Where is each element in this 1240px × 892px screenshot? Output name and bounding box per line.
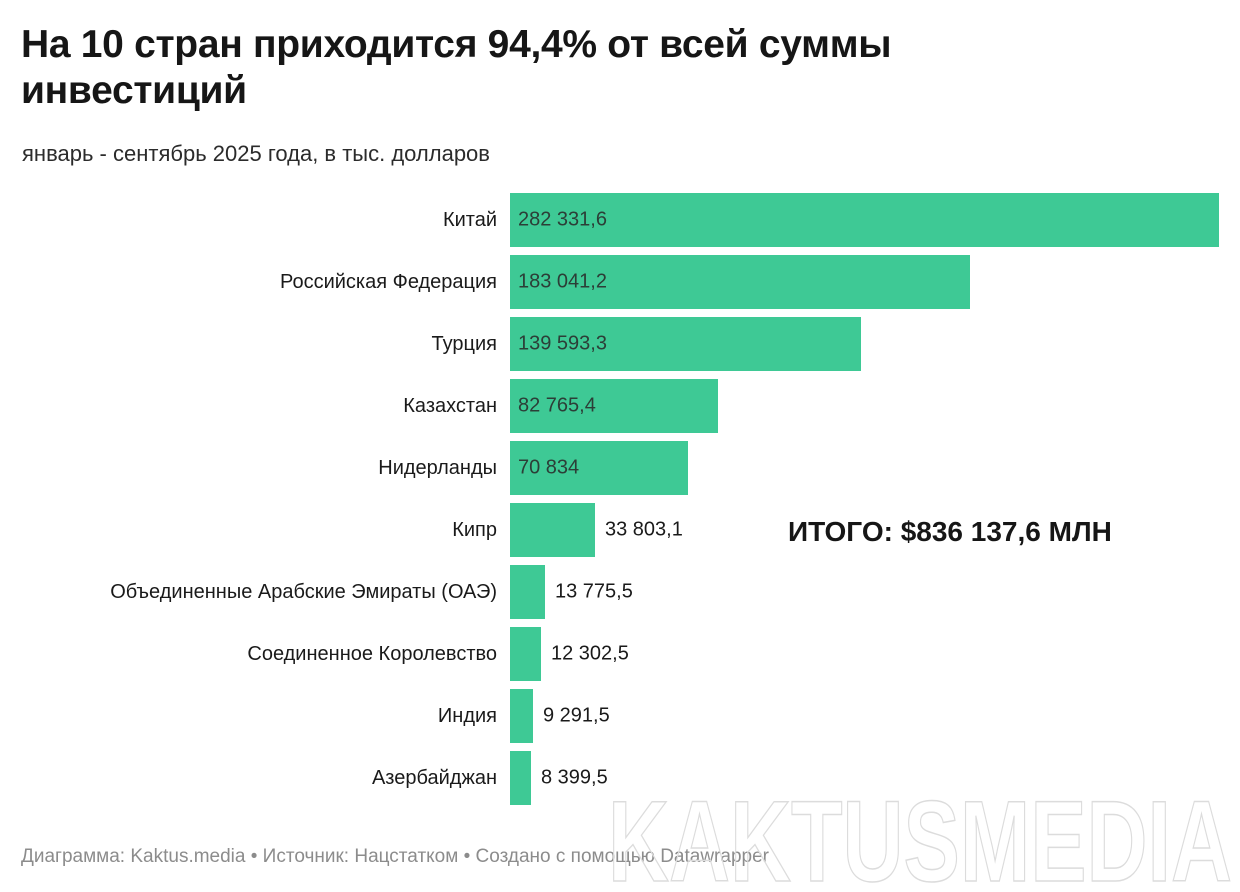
bar-row: Индия 9 291,5 [0,685,1240,747]
bar-row: Нидерланды 70 834 [0,437,1240,499]
category-label: Объединенные Арабские Эмираты (ОАЭ) [110,580,497,603]
value-label: 9 291,5 [543,704,610,727]
bar[interactable] [510,627,541,681]
bar-row: Кипр 33 803,1 [0,499,1240,561]
bar[interactable] [510,193,1219,247]
bar-track: 183 041,2 [510,255,1219,309]
bar-rows: Китай 282 331,6 Российская Федерация 183 04… [0,189,1240,809]
bar-track: 33 803,1 [510,503,1219,557]
value-label: 8 399,5 [541,766,608,789]
bar-row: Российская Федерация 183 041,2 [0,251,1240,313]
total-annotation: ИТОГО: $836 137,6 МЛН [788,516,1112,547]
watermark-text: KAKTUSMEDIA [608,794,1232,888]
category-label: Нидерланды [378,456,497,479]
bar[interactable] [510,379,718,433]
category-label: Российская Федерация [279,270,497,293]
category-label: Китай [442,208,497,231]
value-label: 12 302,5 [551,642,629,665]
value-label: 33 803,1 [605,518,683,541]
bar[interactable] [510,689,533,743]
bar[interactable] [510,317,861,371]
footer-credit: Диаграмма: Kaktus.media • Источник: Нацс… [21,846,769,867]
category-label: Соединенное Королевство [247,642,497,665]
bar[interactable] [510,503,595,557]
bar-track: 82 765,4 [510,379,1219,433]
bar-track: 70 834 [510,441,1219,495]
bar-row: Азербайджан 8 399,5 [0,747,1240,809]
value-label: 282 331,6 [518,208,607,231]
bar[interactable] [510,751,531,805]
bar-track: 8 399,5 [510,751,1219,805]
kaktusmedia-watermark: KAKTUSMEDIA [608,794,1233,888]
bar-row: Объединенные Арабские Эмираты (ОАЭ) 13 77… [0,561,1240,623]
value-label: 82 765,4 [518,394,596,417]
bar-row: Казахстан 82 765,4 [0,375,1240,437]
category-label: Турция [431,332,497,355]
bar-track: 139 593,3 [510,317,1219,371]
chart-title: На 10 стран приходится 94,4% от всей сум… [21,23,892,112]
bar[interactable] [510,255,970,309]
bar-row: Турция 139 593,3 [0,313,1240,375]
value-label: 13 775,5 [555,580,633,603]
bar-track: 12 302,5 [510,627,1219,681]
bar-track: 282 331,6 [510,193,1219,247]
category-label: Индия [437,704,497,727]
chart-subtitle: январь - сентябрь 2025 года, в тыс. долл… [22,141,490,166]
bar[interactable] [510,441,688,495]
category-label: Азербайджан [371,766,497,789]
value-label: 70 834 [518,456,580,479]
value-label: 139 593,3 [518,332,607,355]
category-label: Казахстан [403,394,497,417]
bar-row: Соединенное Королевство 12 302,5 [0,623,1240,685]
bar-row: Китай 282 331,6 [0,189,1240,251]
bar[interactable] [510,565,545,619]
bar-track: 9 291,5 [510,689,1219,743]
category-label: Кипр [452,518,497,541]
value-label: 183 041,2 [518,270,607,293]
bar-track: 13 775,5 [510,565,1219,619]
